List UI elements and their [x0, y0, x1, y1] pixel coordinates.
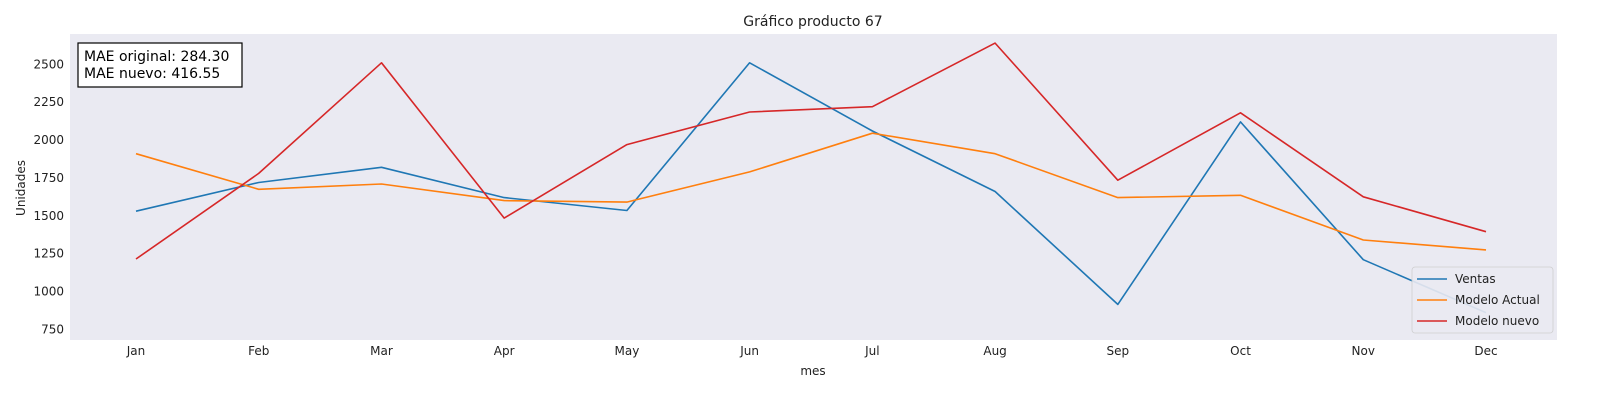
- annotation-frame: [77, 42, 243, 88]
- x-tick-label: Jun: [739, 344, 759, 358]
- y-tick-label: 2000: [33, 133, 64, 147]
- series-lines: [135, 42, 1487, 314]
- x-tick-label: Nov: [1352, 344, 1375, 358]
- y-tick-label: 2250: [33, 95, 64, 109]
- annotation-line-1: MAE original: 284.30: [84, 49, 229, 65]
- legend-frame: [1411, 266, 1554, 334]
- y-tick-label: 1250: [33, 247, 64, 261]
- x-tick-label: Mar: [370, 344, 393, 358]
- legend: Ventas Modelo Actual Modelo nuevo: [1411, 266, 1554, 334]
- plot-background: [70, 34, 1557, 340]
- series-line-3: [135, 42, 1487, 260]
- x-tick-label: Aug: [983, 344, 1006, 358]
- annotation-line-2: MAE nuevo: 416.55: [84, 66, 220, 82]
- series-line-2: [135, 132, 1487, 251]
- x-tick-label: Oct: [1230, 344, 1251, 358]
- x-axis-ticks: Jan Feb Mar Apr May Jun Jul Aug Sep Oct Nov Dec: [126, 344, 1498, 358]
- x-tick-label: May: [615, 344, 640, 358]
- x-tick-label: Apr: [494, 344, 515, 358]
- series-line-1: [135, 61, 1487, 314]
- y-tick-label: 1000: [33, 285, 64, 299]
- y-tick-label: 1500: [33, 209, 64, 223]
- chart-title: Gráfico producto 67: [743, 14, 882, 30]
- y-axis-label: Unidades: [14, 160, 28, 216]
- legend-entry-label: Ventas: [1455, 272, 1496, 286]
- legend-entry-label: Modelo nuevo: [1455, 314, 1539, 328]
- x-axis-label: mes: [800, 364, 825, 378]
- x-tick-label: Dec: [1474, 344, 1497, 358]
- y-axis-ticks: 750 1000 1250 1500 1750 2000 2250 2500: [33, 57, 64, 336]
- y-tick-label: 1750: [33, 171, 64, 185]
- y-tick-label: 2500: [33, 57, 64, 71]
- x-tick-label: Feb: [248, 344, 269, 358]
- x-tick-label: Jul: [864, 344, 879, 358]
- x-tick-label: Jan: [126, 344, 146, 358]
- y-tick-label: 750: [41, 322, 64, 336]
- x-tick-label: Sep: [1107, 344, 1130, 358]
- mae-annotation-box: MAE original: 284.30 MAE nuevo: 416.55: [77, 42, 243, 88]
- legend-entry-label: Modelo Actual: [1455, 293, 1540, 307]
